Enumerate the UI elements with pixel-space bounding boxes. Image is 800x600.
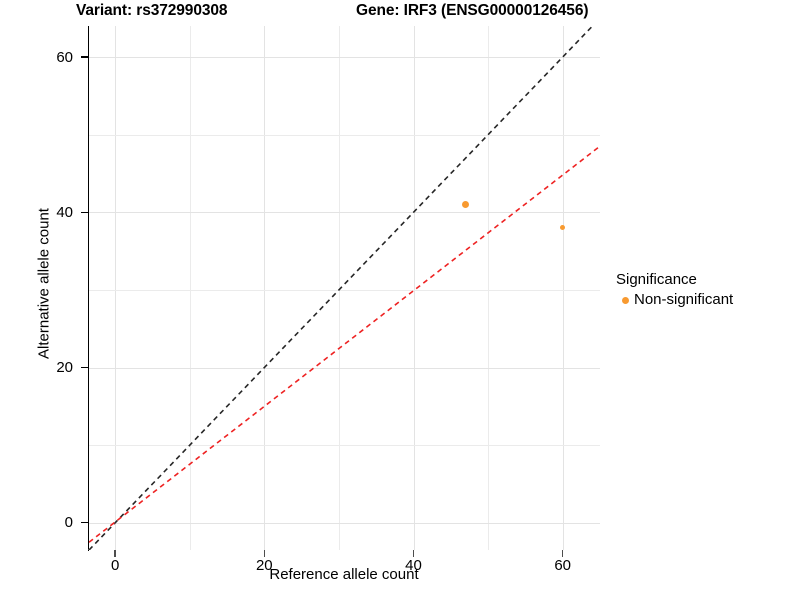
gridline-vertical: [488, 26, 490, 550]
legend: Significance Non-significant: [616, 270, 794, 309]
title-row: Variant: rs372990308 Gene: IRF3 (ENSG000…: [0, 0, 800, 26]
gridline-horizontal: [89, 522, 600, 524]
y-tick-mark: [81, 366, 88, 369]
data-point[interactable]: [560, 225, 566, 231]
x-tick-label: 40: [405, 557, 422, 574]
y-tick-mark: [81, 211, 88, 213]
y-tick-label: 0: [64, 514, 73, 532]
gridline-vertical: [413, 26, 415, 550]
plot-panel: [89, 26, 600, 550]
gridline-horizontal: [89, 57, 600, 59]
legend-entry[interactable]: Non-significant: [616, 291, 794, 309]
gridline-vertical: [115, 26, 117, 550]
gridline-horizontal: [89, 134, 600, 136]
gridline-vertical: [562, 26, 564, 550]
gridline-vertical: [189, 26, 191, 550]
gene-title: Gene: IRF3 (ENSG00000126456): [356, 2, 589, 19]
x-axis-title: Reference allele count: [269, 566, 419, 583]
x-tick-mark: [114, 550, 116, 557]
x-tick-label: 60: [554, 557, 572, 574]
legend-entry-label: Non-significant: [634, 291, 734, 308]
data-point[interactable]: [462, 201, 470, 209]
x-tick-mark: [412, 550, 415, 557]
legend-dot-icon: [621, 296, 629, 304]
x-tick-label: 0: [110, 557, 120, 574]
gridline-horizontal: [89, 445, 600, 447]
reference-lines-layer: [89, 26, 600, 550]
y-tick-label: 20: [56, 359, 73, 377]
x-tick-mark: [562, 550, 564, 557]
gridline-vertical: [338, 26, 340, 550]
gridline-horizontal: [89, 367, 600, 369]
x-tick-mark: [263, 550, 265, 557]
x-tick-label: 20: [255, 557, 273, 574]
y-tick-label: 40: [56, 203, 73, 221]
legend-entries: Non-significant: [616, 291, 794, 309]
y-tick-label: 60: [56, 48, 73, 66]
identity-line: [89, 26, 594, 550]
y-axis-line: [88, 26, 90, 551]
y-tick-mark: [81, 56, 88, 58]
y-tick-mark: [81, 522, 88, 524]
fit-line: [89, 145, 600, 543]
gridline-vertical: [264, 26, 266, 550]
gridline-horizontal: [89, 289, 600, 291]
legend-key: [616, 291, 634, 309]
variant-title: Variant: rs372990308: [76, 2, 228, 19]
gridline-horizontal: [89, 212, 600, 214]
legend-title: Significance: [616, 271, 697, 288]
